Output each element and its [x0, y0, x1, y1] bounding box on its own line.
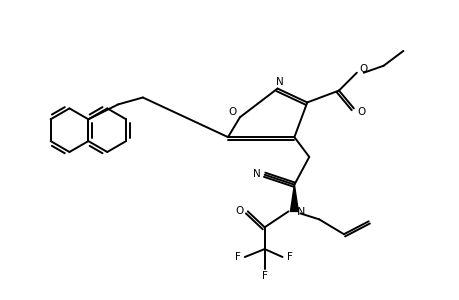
Text: O: O	[228, 107, 236, 117]
Text: O: O	[357, 107, 365, 117]
Text: N: N	[297, 207, 305, 218]
Text: O: O	[235, 206, 244, 216]
Text: F: F	[286, 252, 292, 262]
Text: F: F	[235, 252, 241, 262]
Text: O: O	[359, 64, 367, 74]
Polygon shape	[290, 185, 298, 212]
Text: N: N	[275, 76, 283, 87]
Text: F: F	[261, 271, 267, 281]
Text: N: N	[252, 169, 260, 179]
